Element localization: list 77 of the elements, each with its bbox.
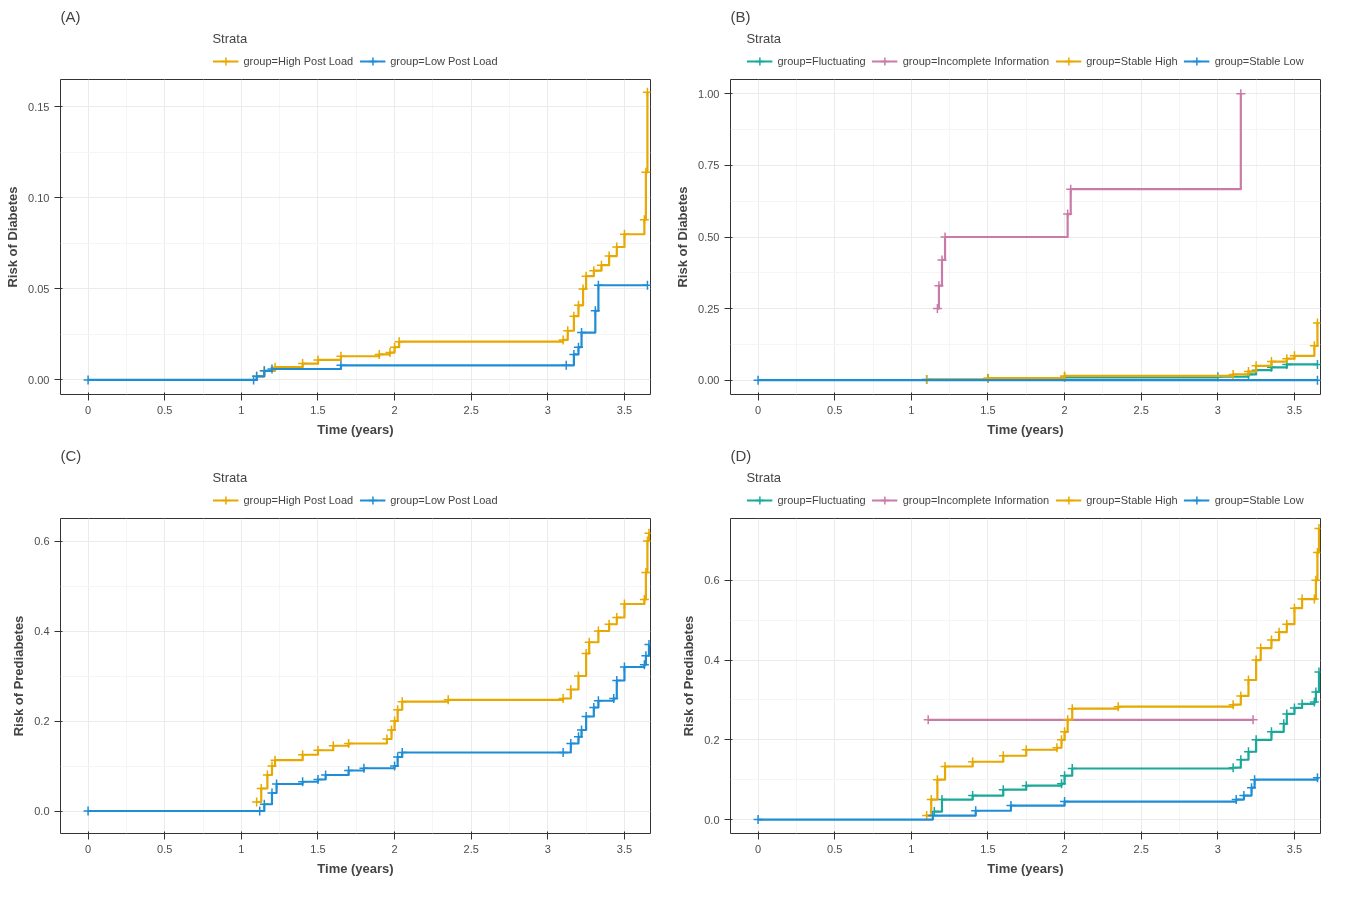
x-tick-label: 1.5 [310, 403, 326, 416]
x-tick-label: 2.5 [463, 403, 479, 416]
x-tick-label: 2 [1061, 842, 1068, 855]
x-tick-label: 2 [1061, 403, 1068, 416]
y-axis-title: Risk of Diabetes [675, 186, 691, 288]
x-tick-label: 1 [908, 403, 915, 416]
x-tick-label: 3.5 [1286, 403, 1303, 416]
chart-title: (B) [730, 7, 751, 25]
legend-label: group=Low Post Load [390, 55, 498, 67]
x-tick-label: 1.5 [310, 842, 326, 855]
x-tick-label: 0.5 [827, 842, 843, 855]
x-tick-label: 1 [238, 403, 245, 416]
chart-title: (D) [730, 446, 752, 464]
x-tick-label: 0.5 [827, 403, 843, 416]
y-tick-label: 0.05 [28, 282, 50, 295]
y-tick-label: 0.10 [28, 191, 50, 204]
y-axis-title: Risk of Prediabetes [11, 615, 27, 737]
y-tick-label: 0.50 [698, 231, 720, 243]
chart-title: (A) [60, 7, 81, 25]
y-tick-label: 0.0 [34, 805, 50, 817]
x-tick-label: 3.5 [1286, 842, 1303, 855]
x-tick-label: 0 [755, 842, 762, 855]
legend-title: Strata [212, 31, 249, 46]
x-tick-label: 0.5 [157, 842, 173, 855]
y-tick-label: 0.4 [704, 654, 720, 667]
legend-label: group=High Post Load [243, 494, 354, 506]
y-tick-label: 0.25 [698, 302, 720, 315]
x-axis-title: Time (years) [317, 860, 394, 876]
x-tick-label: 2 [391, 403, 398, 416]
legend-label: group=Fluctuating [777, 494, 866, 506]
y-axis-title: Risk of Prediabetes [681, 615, 697, 737]
x-tick-label: 2 [391, 842, 398, 855]
x-tick-label: 3.5 [616, 403, 633, 416]
x-axis-title: Time (years) [317, 421, 394, 437]
legend-title: Strata [212, 470, 249, 485]
x-tick-label: 0 [85, 842, 92, 855]
x-tick-label: 0 [85, 403, 92, 416]
x-axis-title: Time (years) [987, 421, 1064, 437]
legend-label: group=High Post Load [243, 55, 354, 67]
x-tick-label: 1 [238, 842, 245, 855]
x-tick-label: 3.5 [616, 842, 633, 855]
x-tick-label: 0 [755, 403, 762, 416]
x-tick-label: 1.5 [980, 403, 996, 416]
x-tick-label: 2.5 [463, 842, 479, 855]
y-axis-title: Risk of Diabetes [5, 186, 21, 288]
legend-label: group=Stable High [1086, 494, 1178, 506]
x-axis-title: Time (years) [987, 860, 1064, 876]
legend-title: Strata [746, 31, 783, 46]
y-tick-label: 0.00 [698, 374, 720, 387]
x-tick-label: 3 [544, 403, 551, 416]
y-tick-label: 0.6 [34, 535, 50, 547]
y-tick-label: 0.6 [704, 574, 720, 587]
legend-label: group=Low Post Load [390, 494, 498, 506]
legend-label: group=Stable Low [1214, 55, 1304, 67]
legend-title: Strata [746, 470, 783, 485]
x-tick-label: 3 [1214, 842, 1221, 855]
x-tick-label: 0.5 [157, 403, 173, 416]
y-tick-label: 0.4 [34, 625, 50, 637]
y-tick-label: 0.2 [704, 733, 720, 746]
x-tick-label: 2.5 [1133, 403, 1149, 416]
y-tick-label: 0.15 [28, 100, 50, 113]
y-tick-label: 0.2 [34, 715, 50, 727]
x-tick-label: 1.5 [980, 842, 996, 855]
y-tick-label: 0.0 [704, 813, 720, 826]
x-tick-label: 3 [1214, 403, 1221, 416]
legend-label: group=Fluctuating [777, 55, 866, 67]
chart-title: (C) [60, 446, 82, 464]
y-tick-label: 0.75 [698, 159, 720, 172]
y-tick-label: 0.00 [28, 373, 50, 386]
legend-label: group=Stable High [1086, 55, 1178, 67]
legend-label: group=Stable Low [1214, 494, 1304, 506]
legend-label: group=Incomplete Information [902, 55, 1050, 67]
x-tick-label: 1 [908, 842, 915, 855]
y-tick-label: 1.00 [698, 87, 720, 100]
x-tick-label: 3 [544, 842, 551, 855]
x-tick-label: 2.5 [1133, 842, 1149, 855]
legend-label: group=Incomplete Information [902, 494, 1050, 506]
